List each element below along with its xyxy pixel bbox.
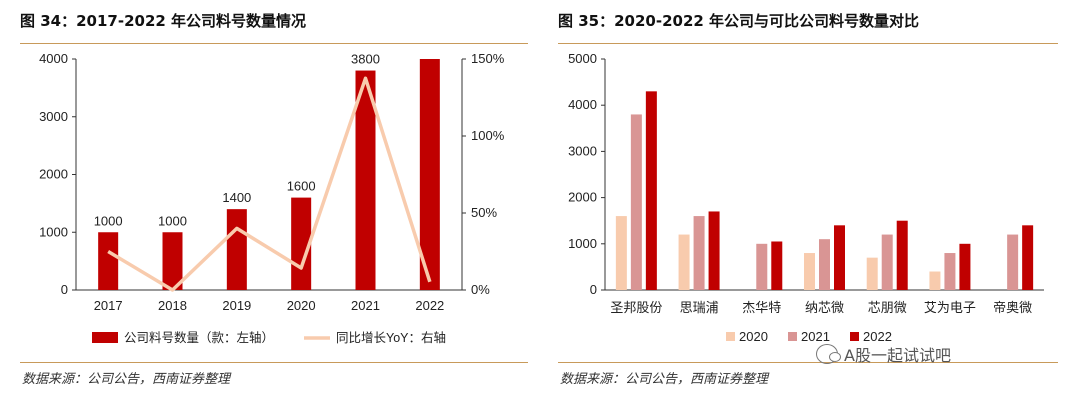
bar-2021 — [693, 216, 705, 290]
bar-2022 — [708, 211, 720, 290]
x-tick-label: 2019 — [222, 298, 251, 313]
source-note: 数据来源：公司公告，西南证券整理 — [22, 372, 231, 387]
source-rule — [558, 362, 1058, 363]
y-tick-label: 5000 — [568, 51, 597, 66]
bar-2022 — [959, 243, 971, 290]
bar-2020 — [678, 234, 690, 290]
chart-left: 0 1000 2000 3000 4000 0% 50% 100% 150% 1000 2017 10… — [39, 51, 505, 345]
y-tick-label: 0 — [61, 282, 68, 297]
bar — [98, 232, 119, 290]
legend-label: 2022 — [863, 329, 892, 344]
bar — [355, 70, 376, 290]
source-note: 数据来源：公司公告，西南证券整理 — [560, 372, 769, 387]
bar-2021 — [630, 114, 642, 290]
y-tick-label: 3000 — [568, 143, 597, 158]
y2-tick-label: 50% — [471, 205, 497, 220]
legend-label: 公司料号数量（款：左轴） — [124, 330, 274, 345]
legend-swatch — [726, 332, 735, 341]
bar-2020 — [804, 253, 815, 290]
title-rule — [20, 43, 528, 44]
y2-tick-label: 100% — [471, 128, 505, 143]
bar-2020 — [615, 216, 627, 290]
x-tick-label: 杰华特 — [742, 300, 781, 315]
bar-2021 — [944, 253, 956, 290]
bar-data-label: 1000 — [158, 213, 187, 228]
x-tick-label: 圣邦股份 — [610, 300, 662, 315]
x-tick-label: 芯朋微 — [868, 300, 907, 315]
bar-2022 — [896, 220, 908, 290]
bar-2020 — [866, 257, 878, 290]
source-rule — [20, 362, 528, 363]
bar-2022 — [645, 91, 657, 290]
x-tick-label: 帝奥微 — [993, 300, 1032, 315]
bar — [419, 59, 440, 290]
y-tick-label: 1000 — [39, 224, 68, 239]
chart-panel-left: 图 34：2017-2022 年公司料号数量情况 0 1000 2000 3000 40… — [20, 12, 528, 387]
x-tick-label: 2020 — [287, 298, 316, 313]
y-tick-label: 2000 — [39, 167, 68, 182]
bar-2021 — [756, 243, 768, 290]
bar-2021 — [819, 239, 830, 290]
series-line-yoy — [107, 76, 432, 292]
x-tick-label: 2021 — [351, 298, 380, 313]
bar-2022 — [834, 225, 845, 290]
y2-tick-label: 150% — [471, 51, 505, 66]
x-tick-label: 思瑞浦 — [680, 300, 719, 315]
bar-2020 — [929, 271, 941, 290]
y-tick-label: 4000 — [39, 51, 68, 66]
watermark: A股一起试试吧 — [816, 343, 951, 365]
bar-data-label: 1400 — [222, 190, 251, 205]
bar-data-label: 1600 — [287, 179, 316, 194]
y2-tick-label: 0% — [471, 282, 490, 297]
wechat-icon — [816, 344, 841, 364]
watermark-text: A股一起试试吧 — [844, 346, 951, 365]
x-tick-label: 艾为电子 — [924, 300, 976, 315]
x-tick-label: 2017 — [94, 298, 123, 313]
figure-title: 图 34：2017-2022 年公司料号数量情况 — [20, 12, 307, 30]
y-tick-label: 1000 — [568, 236, 597, 251]
x-tick-label: 2018 — [158, 298, 187, 313]
x-tick-label: 2022 — [415, 298, 444, 313]
chart-right: 0 1000 2000 3000 4000 5000 圣邦股份 思瑞浦 杰华特 纳芯微 芯朋微 艾为电… — [568, 51, 1044, 344]
legend-label: 2020 — [739, 329, 768, 344]
title-rule — [558, 43, 1058, 44]
legend-swatch — [788, 332, 797, 341]
y-tick-label: 0 — [590, 282, 597, 297]
bar-data-label: 3800 — [351, 52, 380, 67]
legend-swatch — [850, 332, 859, 341]
bar-2022 — [771, 241, 783, 290]
legend-swatch-bar — [92, 332, 118, 343]
bar — [226, 209, 247, 290]
x-tick-label: 纳芯微 — [805, 300, 844, 315]
bar-2021 — [1007, 234, 1019, 290]
bar-data-label: 1000 — [94, 213, 123, 228]
figure-title: 图 35：2020-2022 年公司与可比公司料号数量对比 — [558, 12, 920, 30]
y-tick-label: 4000 — [568, 97, 597, 112]
bar-2021 — [881, 234, 893, 290]
y-tick-label: 3000 — [39, 109, 68, 124]
legend-label: 2021 — [801, 329, 830, 344]
bar — [162, 232, 183, 290]
y-tick-label: 2000 — [568, 190, 597, 205]
legend-label: 同比增长YoY：右轴 — [336, 330, 446, 345]
chart-panel-right: 图 35：2020-2022 年公司与可比公司料号数量对比 0 1000 2000 3… — [548, 0, 1080, 402]
bar-2022 — [1022, 225, 1034, 290]
